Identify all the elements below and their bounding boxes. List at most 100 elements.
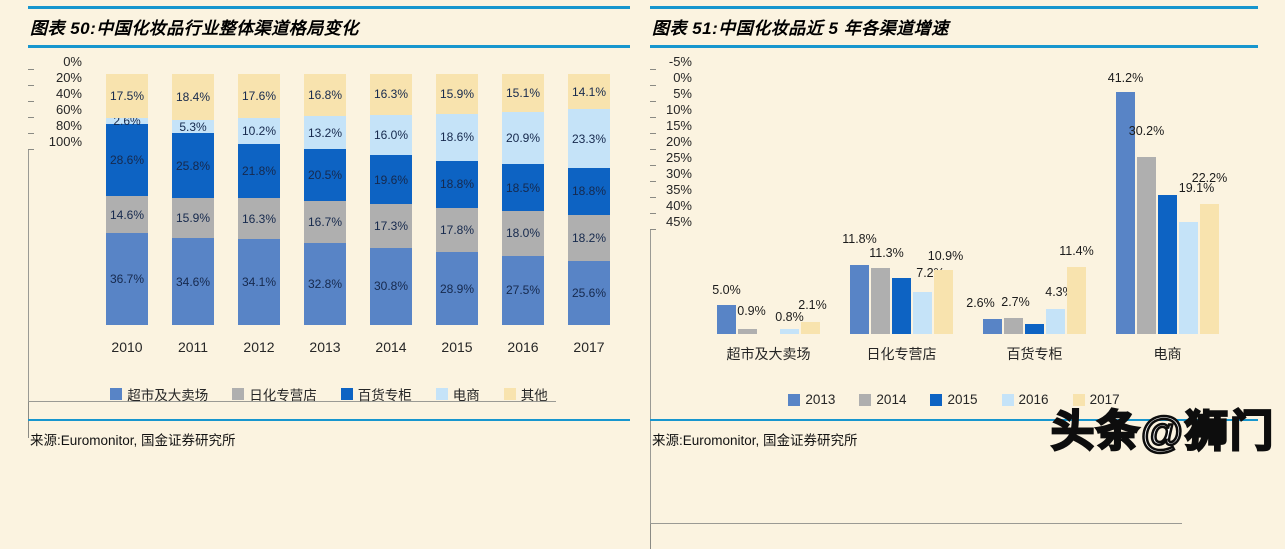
bar-value-label: 11.8% — [842, 231, 877, 246]
x-tick — [28, 426, 29, 430]
y-tick — [650, 197, 656, 198]
chart-legend: 超市及大卖场 日化专营店 百货专柜 电商 其他 — [28, 384, 630, 404]
figure-51-title: 图表 51:中国化妆品近 5 年各渠道增速 — [652, 19, 949, 38]
bar-segment — [370, 74, 412, 115]
bar-segment — [436, 160, 478, 208]
figure-51-panel: 图表 51:中国化妆品近 5 年各渠道增速 -5% 0% 5% 10% 15% 20% 25… — [650, 6, 1258, 549]
bar-segment — [568, 260, 610, 325]
bar-segment — [106, 124, 148, 197]
legend-label: 2013 — [805, 392, 836, 407]
y-tick — [650, 117, 656, 118]
legend-item: 电商 — [435, 384, 480, 404]
y-tick-label: 20% — [55, 70, 82, 85]
bar-value-label: 0.8% — [775, 310, 804, 325]
legend-label: 2014 — [876, 392, 907, 407]
legend-item: 2015 — [930, 392, 978, 407]
y-tick-label: 30% — [665, 166, 692, 181]
legend-label: 电商 — [452, 388, 480, 403]
bar-value-label: 11.4% — [1059, 244, 1094, 259]
y-tick-label: 20% — [665, 134, 692, 149]
bar — [1004, 318, 1023, 334]
bar-segment — [502, 74, 544, 112]
y-tick — [28, 69, 34, 70]
x-tick — [28, 422, 29, 426]
legend-item: 2016 — [1001, 392, 1049, 407]
bar-value-label: 5.0% — [712, 282, 741, 297]
x-category-label: 日化专营店 — [866, 346, 937, 362]
bar-segment — [172, 74, 214, 121]
bar-segment — [502, 255, 544, 325]
chart-legend: 2013 2014 2015 2016 2017 — [650, 392, 1258, 407]
figure-51-source: 来源:Euromonitor, 国金证券研究所 — [650, 419, 1258, 449]
bar-segment — [106, 196, 148, 233]
legend-item: 超市及大卖场 — [110, 384, 208, 404]
legend-swatch — [859, 393, 872, 406]
y-tick — [650, 229, 656, 230]
legend-swatch — [340, 388, 353, 400]
legend-swatch — [232, 388, 245, 400]
source-text: 来源:Euromonitor, 国金证券研究所 — [652, 433, 858, 448]
legend-item: 日化专营店 — [232, 384, 317, 404]
y-tick-label: 0% — [63, 54, 82, 69]
x-category-label: 2017 — [573, 339, 605, 355]
legend-label: 其他 — [520, 388, 548, 403]
bar — [892, 278, 911, 334]
bar-segment — [436, 113, 478, 161]
bar-value-label: 30.2% — [1128, 123, 1165, 138]
y-axis-line — [28, 150, 29, 401]
x-category-label: 2016 — [507, 339, 539, 355]
bar-segment — [304, 242, 346, 325]
bar — [738, 328, 757, 334]
figure-50-source: 来源:Euromonitor, 国金证券研究所 — [28, 419, 630, 449]
bar — [913, 291, 932, 334]
legend-item: 2013 — [788, 392, 835, 407]
x-tick — [650, 544, 651, 549]
legend-swatch — [788, 393, 801, 406]
bar-segment — [304, 74, 346, 117]
bar-segment — [172, 133, 214, 199]
y-tick — [28, 133, 34, 134]
bar-segment — [172, 238, 214, 325]
x-category-label: 2012 — [243, 339, 275, 355]
bar — [1116, 92, 1135, 334]
bar-segment — [436, 74, 478, 114]
y-tick — [28, 101, 34, 102]
bar — [1067, 267, 1086, 334]
bar-segment — [568, 215, 610, 261]
bar — [1200, 203, 1219, 334]
x-tick — [28, 406, 29, 410]
bar — [1025, 324, 1044, 334]
bar-segment — [238, 143, 280, 199]
bar-segment — [370, 155, 412, 205]
y-tick-label: 60% — [55, 102, 82, 117]
x-category-label: 超市及大卖场 — [726, 346, 811, 362]
y-tick-label: -5% — [668, 54, 692, 69]
bar-segment — [304, 149, 346, 201]
y-tick-label: 15% — [665, 118, 692, 133]
bar — [850, 264, 869, 334]
y-tick — [650, 85, 656, 86]
bar — [871, 267, 890, 334]
y-tick-label: 0% — [673, 70, 692, 85]
y-tick-label: 25% — [665, 150, 692, 165]
y-tick-label: 5% — [673, 86, 692, 101]
y-tick — [650, 213, 656, 214]
x-category-label: 2011 — [177, 339, 209, 355]
bar-segment — [238, 239, 280, 325]
y-tick — [28, 85, 34, 86]
x-tick — [28, 410, 29, 414]
y-tick-label: 10% — [665, 102, 692, 117]
y-tick — [650, 181, 656, 182]
legend-item: 2014 — [859, 392, 906, 407]
legend-swatch — [930, 393, 943, 406]
y-tick — [650, 133, 656, 134]
legend-label: 2017 — [1089, 392, 1120, 407]
bar-value-label: 10.9% — [927, 249, 964, 264]
x-category-label: 2014 — [375, 339, 407, 355]
legend-label: 超市及大卖场 — [127, 388, 209, 403]
bar-value-label: 2.7% — [1001, 295, 1030, 310]
bar-segment — [370, 204, 412, 248]
bar-value-label: 2.1% — [798, 297, 827, 312]
legend-item: 其他 — [503, 384, 548, 404]
bar-segment — [502, 164, 544, 211]
